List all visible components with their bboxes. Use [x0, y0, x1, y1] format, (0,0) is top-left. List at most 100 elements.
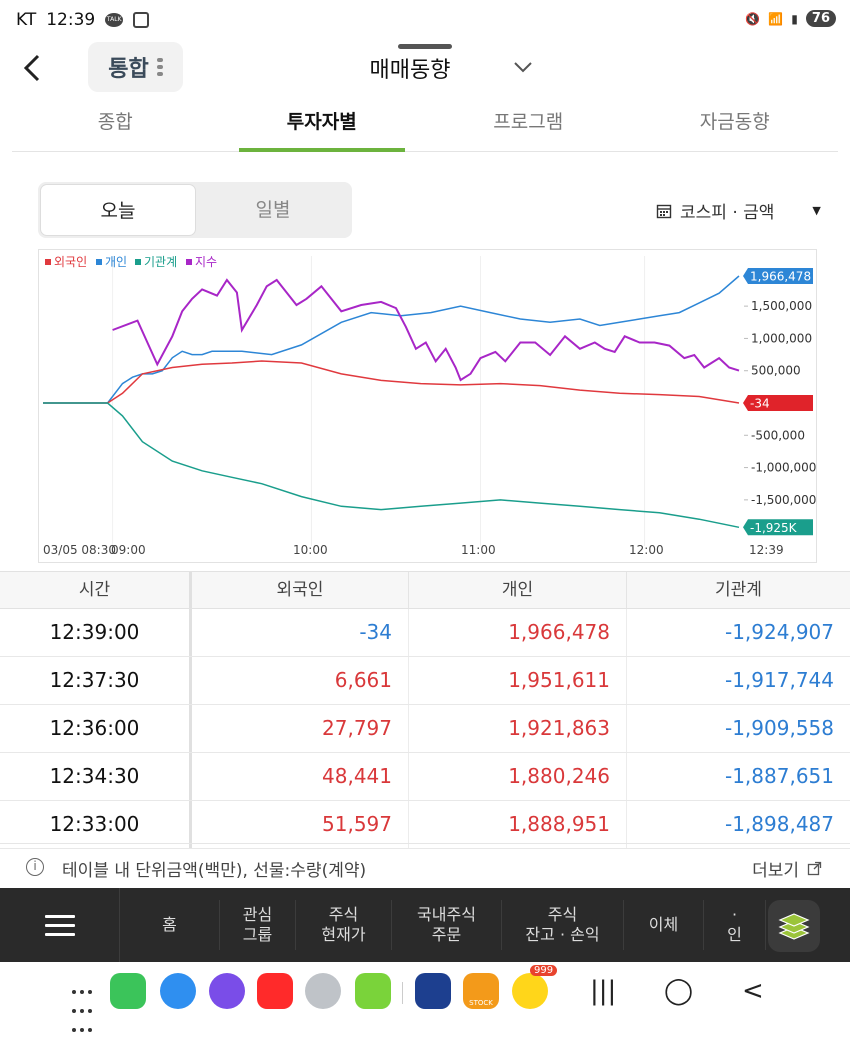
table-row[interactable]: 12:37:30 6,661 1,951,611 -1,917,744 — [0, 657, 850, 705]
time-cell: 12:33:00 — [0, 801, 192, 848]
foreign-cell: 51,597 — [192, 801, 409, 848]
series-line-1 — [43, 360, 740, 404]
battery-level: 76 — [805, 10, 836, 27]
table-row[interactable]: 12:39:00 -34 1,966,478 -1,924,907 — [0, 609, 850, 657]
individual-cell: 1,888,951 — [409, 801, 627, 848]
time-cell: 12:39:00 — [0, 609, 192, 656]
notification-badge: 999 — [530, 965, 558, 976]
nav-item-2[interactable]: 주식 현재가 — [296, 900, 392, 950]
foreign-cell: -34 — [192, 609, 409, 656]
table-row[interactable]: 12:33:00 51,597 1,888,951 -1,898,487 — [0, 801, 850, 849]
table-row[interactable]: 12:36:00 27,797 1,921,863 -1,909,558 — [0, 705, 850, 753]
calendar-icon — [656, 204, 672, 218]
mstock-app-icon[interactable]: STOCK — [463, 973, 499, 1009]
header-foreign: 외국인 — [192, 572, 409, 608]
x-tick-label: 10:00 — [293, 543, 328, 557]
nav-item-6[interactable]: · 인 — [704, 900, 766, 950]
kakaotalk-app-icon[interactable]: 999 — [512, 965, 558, 1009]
header-institution: 기관계 — [715, 580, 762, 600]
securities-app-icon[interactable] — [415, 973, 451, 1009]
x-tick-label: 03/05 08:30 — [43, 543, 116, 557]
y-tick-label: 500,000 — [751, 364, 801, 378]
recent-apps-icon[interactable]: ||| — [590, 976, 617, 1006]
integrated-label: 통합 — [108, 57, 149, 82]
chevron-down-icon[interactable] — [510, 54, 536, 80]
nav-label-2: 주문 — [431, 925, 462, 944]
messages-app-icon[interactable] — [160, 973, 196, 1009]
tab-by-investor[interactable]: 투자자별 — [219, 96, 426, 152]
chevron-left-icon — [23, 54, 40, 82]
tab-program[interactable]: 프로그램 — [493, 111, 564, 133]
nav-label-1: 주식 — [547, 905, 578, 924]
investor-trend-chart: 1,500,000 1,000,000 500,000 -500,000 -1,000,… — [38, 249, 817, 563]
camera-app-icon[interactable] — [305, 973, 341, 1009]
nav-item-5[interactable]: 이체 — [624, 900, 704, 950]
x-tick-label: 09:00 — [111, 543, 146, 557]
header-individual: 개인 — [409, 572, 627, 608]
header-time: 시간 — [0, 572, 192, 608]
page-title: 매매동향 — [369, 58, 451, 83]
institution-cell: -1,917,744 — [724, 668, 834, 692]
home-icon[interactable]: ◯ — [664, 976, 694, 1006]
end-label-1: -34 — [750, 397, 770, 411]
end-label-bg — [743, 395, 813, 412]
naver-app-icon[interactable] — [355, 973, 391, 1009]
dock-divider — [402, 982, 403, 1004]
x-tick-label: 11:00 — [461, 543, 496, 557]
x-tick-label: 12:00 — [629, 543, 664, 557]
institution-cell: -1,924,907 — [724, 620, 834, 644]
nav-label-1: 국내주식 — [417, 905, 476, 924]
individual-cell: 1,966,478 — [409, 609, 627, 656]
table-body: 12:39:00 -34 1,966,478 -1,924,907 12:37:30 6,… — [0, 609, 850, 849]
end-label-bg — [743, 268, 813, 285]
more-link[interactable]: 더보기 — [752, 856, 822, 881]
phone-app-icon[interactable] — [110, 973, 146, 1009]
internet-app-icon[interactable] — [209, 973, 245, 1009]
legend-label: 지수 — [195, 255, 217, 269]
screenshot-icon — [133, 12, 150, 28]
back-nav-icon[interactable]: < — [742, 976, 764, 1006]
nav-item-0[interactable]: 홈 — [120, 900, 220, 950]
tab-summary[interactable]: 종합 — [97, 111, 133, 133]
more-label: 더보기 — [752, 861, 799, 881]
end-label-bg — [743, 519, 813, 536]
nav-item-4[interactable]: 주식 잔고 · 손익 — [502, 900, 624, 950]
nav-label-2: 잔고 · 손익 — [525, 925, 600, 944]
system-nav-bar: STOCK 999 ||| ◯ < — [0, 962, 850, 1032]
nav-item-3[interactable]: 국내주식 주문 — [392, 900, 502, 950]
back-button[interactable] — [18, 48, 52, 88]
legend-label: 기관계 — [144, 255, 177, 269]
integrated-menu-button[interactable]: 통합 — [88, 42, 183, 92]
y-tick-label: -500,000 — [751, 428, 805, 442]
time-cell: 12:37:30 — [0, 657, 192, 704]
footnote-bar: i 테이블 내 단위금액(백만), 선물:수량(계약) 더보기 — [0, 843, 850, 889]
today-button[interactable]: 오늘 — [40, 184, 196, 236]
layers-button[interactable] — [768, 900, 820, 952]
menu-button[interactable] — [0, 888, 120, 962]
time-cell: 12:34:30 — [0, 753, 192, 800]
y-tick-label: -1,500,000 — [751, 493, 816, 507]
nav-label-1: 홈 — [162, 915, 177, 934]
institution-cell: -1,898,487 — [724, 812, 834, 836]
nav-label-2: 그룹 — [242, 925, 273, 944]
legend-swatch — [186, 259, 192, 265]
end-label-0: 1,966,478 — [750, 270, 811, 284]
clock: 12:39 — [46, 10, 96, 30]
drag-handle[interactable] — [398, 44, 452, 49]
nav-item-1[interactable]: 관심 그룹 — [220, 900, 296, 950]
legend-label: 외국인 — [54, 255, 87, 269]
nav-label-1: 관심 — [242, 905, 273, 924]
dropdown-arrow-icon: ▼ — [812, 204, 821, 217]
nav-label-1: 주식 — [328, 905, 359, 924]
youtube-app-icon[interactable] — [257, 973, 293, 1009]
tab-bar: 종합 투자자별 프로그램 자금동향 — [12, 96, 838, 152]
apps-grid-icon[interactable] — [70, 980, 94, 1037]
end-label-2: -1,925K — [750, 521, 798, 535]
market-selector[interactable]: 코스피 · 금액 ▼ — [656, 198, 821, 223]
legend-swatch — [45, 259, 51, 265]
daily-button[interactable]: 일별 — [255, 199, 291, 221]
table-row[interactable]: 12:34:30 48,441 1,880,246 -1,887,651 — [0, 753, 850, 801]
legend-swatch — [96, 259, 102, 265]
period-toggle: 오늘 일별 — [38, 182, 352, 238]
tab-fund-flow[interactable]: 자금동향 — [699, 111, 770, 133]
